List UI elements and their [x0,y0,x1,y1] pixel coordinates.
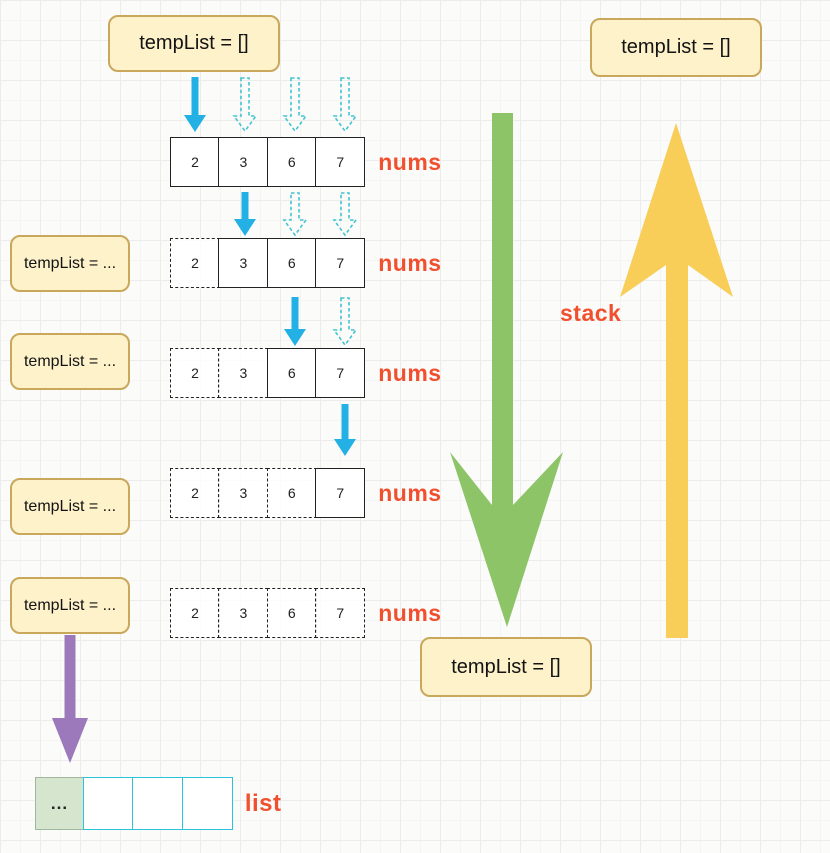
nums-cell: 2 [170,137,220,187]
templist-box-bottom: tempList = [] [420,637,592,697]
nums-label: nums [378,359,442,386]
nums-array-row-1: 2 3 6 7 nums [170,137,442,187]
nums-cell-visited: 6 [266,468,317,518]
nums-cell: 6 [266,238,317,288]
nums-array-row-5: 2 3 6 7 nums [170,588,442,638]
nums-cell: 3 [218,137,269,187]
pointer-arrow-dashed [332,297,358,347]
list-label: list [244,789,282,817]
list-cell-empty [132,777,184,830]
result-arrow-down [52,635,88,763]
stack-push-arrow-down [450,113,563,627]
nums-cell-visited: 3 [218,468,269,518]
list-cell-filled: ... [35,777,84,830]
nums-cell: 7 [315,137,366,187]
nums-cell-visited: 2 [170,238,220,288]
nums-cell-visited: 6 [266,588,317,638]
nums-label: nums [378,249,442,276]
templist-box-step-1: tempList = ... [10,235,130,292]
nums-cell-visited: 2 [170,468,220,518]
nums-cell: 6 [266,137,317,187]
nums-cell: 7 [315,238,366,288]
pointer-arrow-dashed [332,77,358,133]
nums-label: nums [378,479,442,506]
list-cell-empty [82,777,134,830]
templist-box-step-2: tempList = ... [10,333,130,390]
nums-array-row-2: 2 3 6 7 nums [170,238,442,288]
pointer-arrow-dashed [282,192,308,237]
pointer-arrow-dashed [332,192,358,237]
pointer-arrow-solid [234,192,256,236]
nums-cell-visited: 3 [218,348,269,398]
nums-cell: 7 [315,468,366,518]
pointer-arrow-dashed [282,77,308,133]
nums-cell-visited: 3 [218,588,269,638]
templist-box-step-3: tempList = ... [10,478,130,535]
templist-box-final: tempList = [] [590,18,762,77]
nums-array-row-4: 2 3 6 7 nums [170,468,442,518]
list-cell-empty [181,777,233,830]
templist-box-step-4: tempList = ... [10,577,130,634]
result-list: ... list [35,777,282,830]
nums-label: nums [378,148,442,175]
nums-cell: 6 [266,348,317,398]
stack-pop-arrow-up [620,123,733,638]
pointer-arrow-solid [334,404,356,456]
nums-label: nums [378,599,442,626]
pointer-arrow-dashed [232,77,258,133]
stack-label: stack [560,300,622,326]
pointer-arrow-solid [284,297,306,346]
pointer-arrow-solid [184,77,206,132]
nums-cell: 3 [218,238,269,288]
nums-cell-visited: 7 [315,588,366,638]
nums-cell-visited: 2 [170,588,220,638]
templist-box-initial: tempList = [] [108,15,280,72]
nums-array-row-3: 2 3 6 7 nums [170,348,442,398]
nums-cell-visited: 2 [170,348,220,398]
nums-cell: 7 [315,348,366,398]
